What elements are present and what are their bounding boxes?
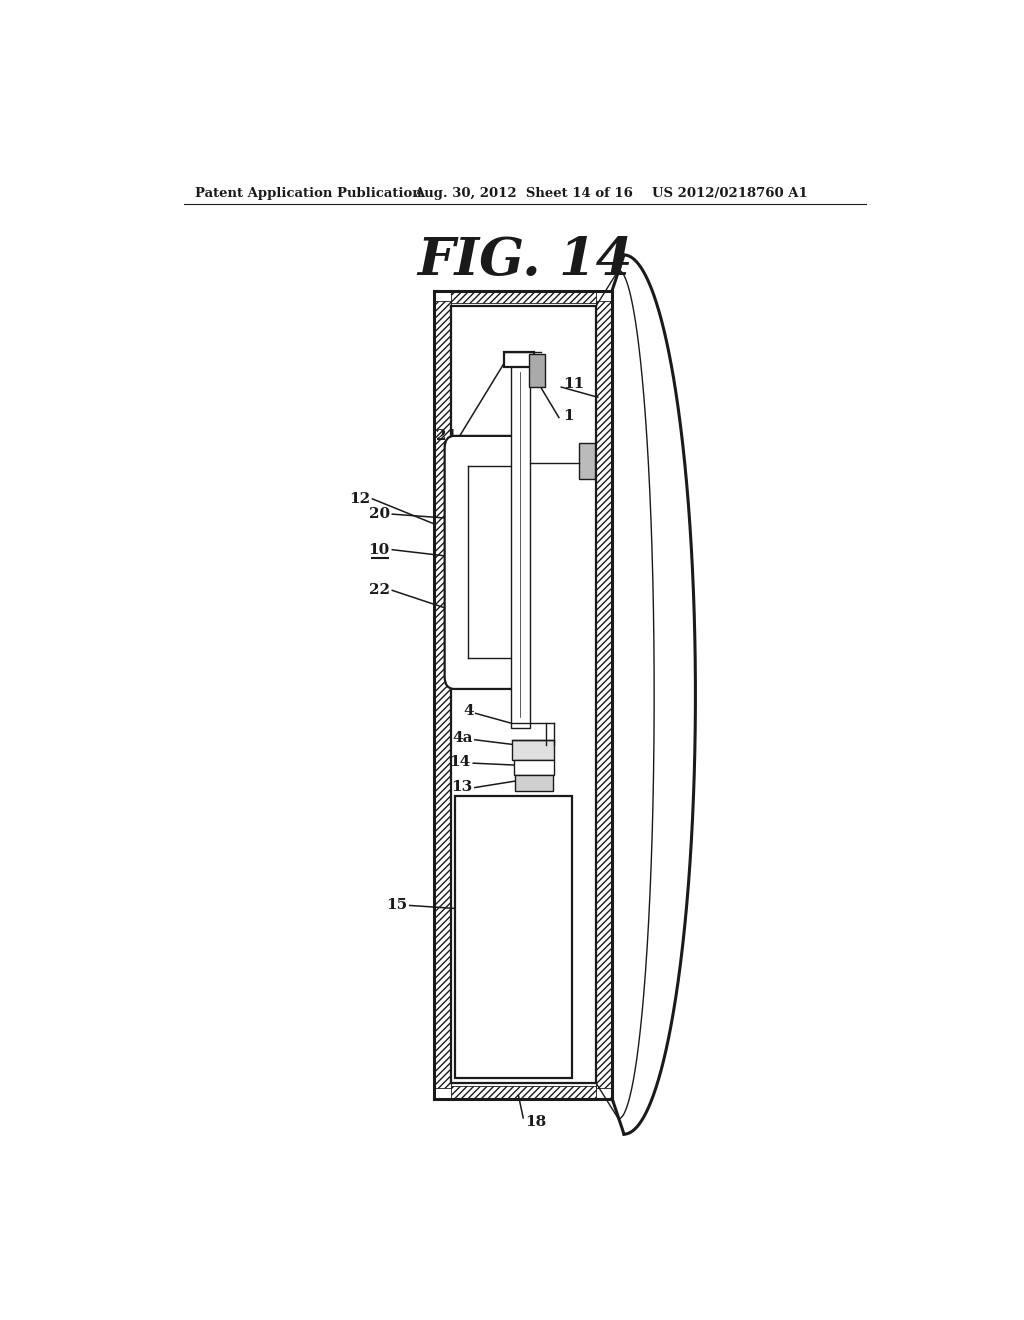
Bar — [528, 354, 545, 387]
FancyBboxPatch shape — [444, 436, 524, 689]
Text: 1: 1 — [563, 409, 573, 422]
Bar — [512, 739, 554, 760]
Text: 4a: 4a — [452, 731, 472, 744]
Text: 13: 13 — [452, 780, 472, 793]
Bar — [433, 301, 451, 1089]
Text: 21: 21 — [436, 429, 458, 444]
Text: Aug. 30, 2012  Sheet 14 of 16: Aug. 30, 2012 Sheet 14 of 16 — [414, 187, 633, 199]
Text: 12: 12 — [349, 492, 370, 506]
Text: 11: 11 — [563, 378, 584, 391]
Bar — [596, 301, 612, 1089]
Text: 4: 4 — [464, 705, 474, 718]
Bar — [511, 362, 530, 727]
Text: 14: 14 — [450, 755, 471, 770]
Bar — [504, 351, 535, 367]
Text: 10: 10 — [369, 543, 390, 557]
Bar — [451, 1086, 596, 1098]
Text: 20: 20 — [369, 507, 390, 521]
Text: Patent Application Publication: Patent Application Publication — [196, 187, 422, 199]
Bar — [433, 290, 612, 1098]
Text: 18: 18 — [524, 1115, 546, 1129]
Bar — [455, 796, 572, 1078]
Bar — [451, 290, 596, 302]
Bar — [579, 444, 595, 479]
Bar — [515, 775, 553, 791]
Text: FIG. 14: FIG. 14 — [417, 235, 633, 285]
Text: US 2012/0218760 A1: US 2012/0218760 A1 — [652, 187, 808, 199]
Bar — [514, 760, 554, 775]
Text: 15: 15 — [386, 899, 408, 912]
Text: 22: 22 — [369, 583, 390, 598]
